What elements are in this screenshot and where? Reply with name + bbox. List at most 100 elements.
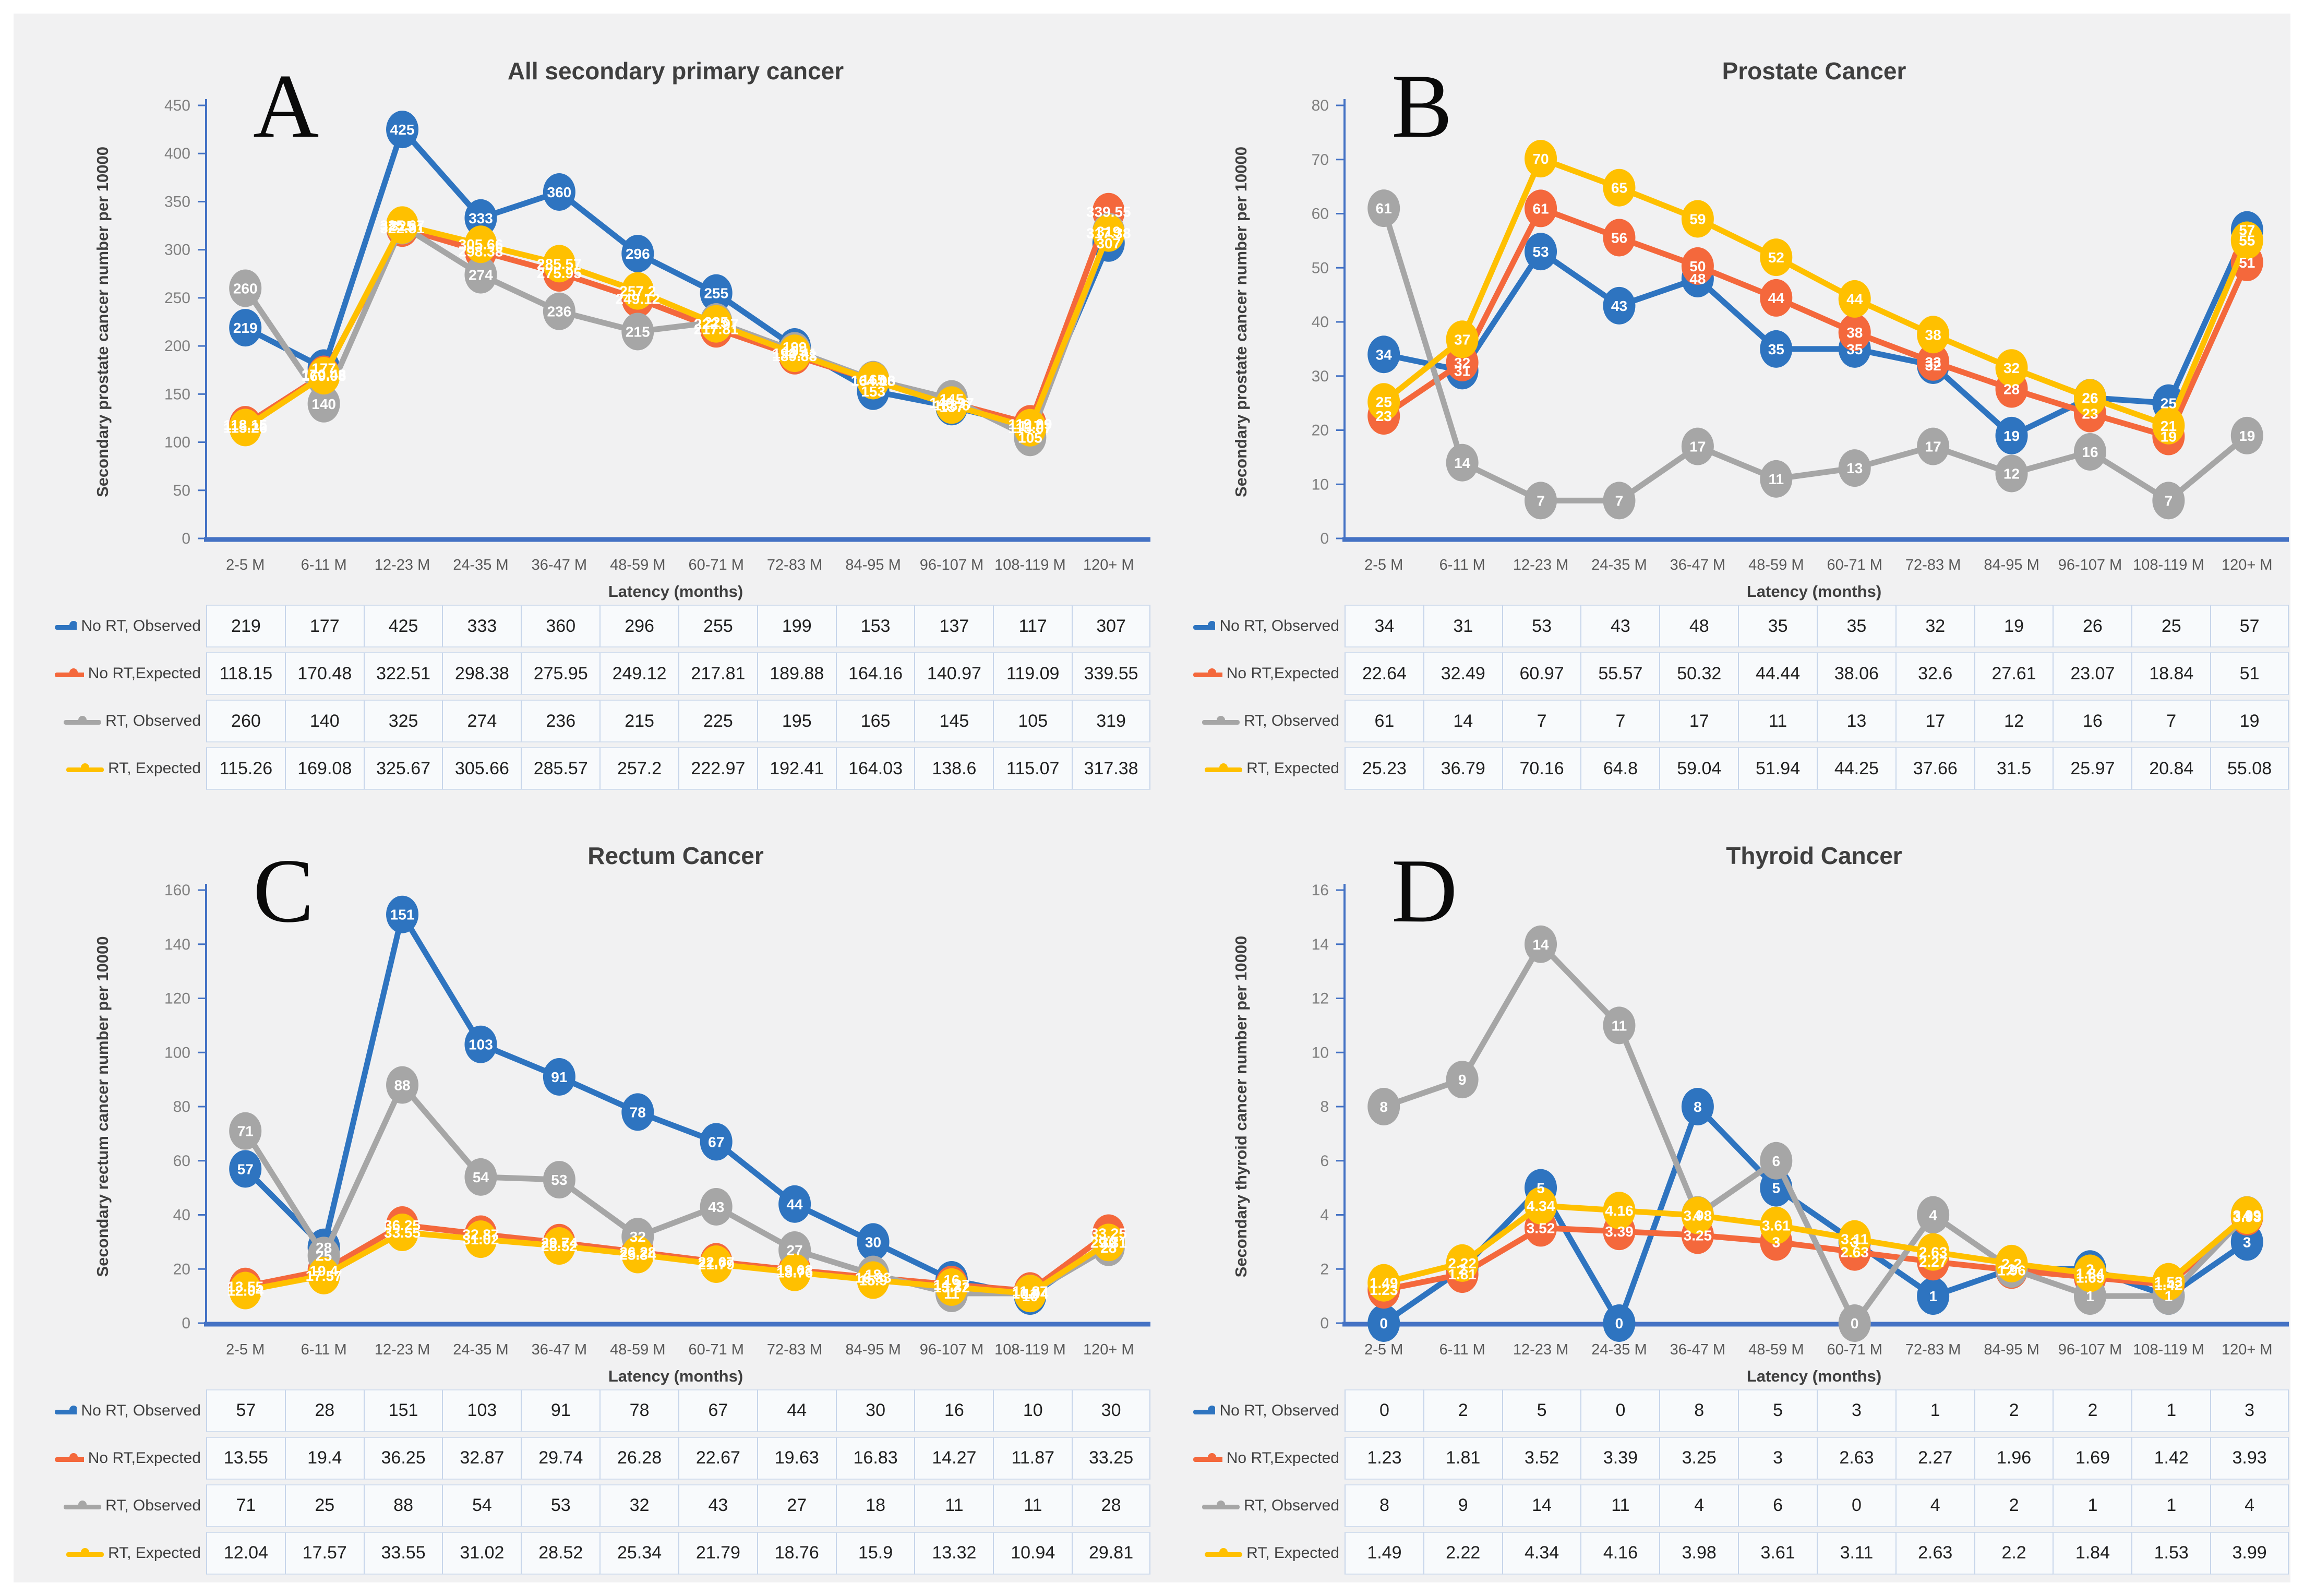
table-cell: 2.22 bbox=[1423, 1531, 1502, 1575]
y-tick-label: 30 bbox=[1312, 368, 1329, 385]
y-tick-label: 450 bbox=[164, 97, 190, 114]
data-point-label: 36.25 bbox=[384, 1217, 421, 1233]
data-point-label: 105 bbox=[1018, 429, 1042, 446]
table-cell: 164.16 bbox=[835, 652, 915, 695]
table-cell: 305.66 bbox=[442, 747, 521, 790]
data-point-marker bbox=[386, 111, 419, 149]
y-tick-label: 40 bbox=[1312, 314, 1329, 331]
data-point-label: 165 bbox=[861, 372, 885, 388]
data-point-label: 192.41 bbox=[772, 345, 817, 362]
table-row: RT, Observed 61 14 7 7 17 11 13 17 12 16 7 19 bbox=[1193, 700, 2289, 742]
table-cell: 33.55 bbox=[363, 1531, 442, 1575]
table-cell: 29.81 bbox=[1072, 1531, 1150, 1575]
data-point-label: 54 bbox=[473, 1169, 489, 1185]
table-cell: 3 bbox=[1816, 1389, 1895, 1432]
table-cell: 35 bbox=[1738, 605, 1817, 647]
series-labels: 23 32 61 56 50 44 38 33 28 23 19 51 bbox=[1376, 200, 2255, 445]
data-point-label: 59 bbox=[1689, 211, 1706, 227]
data-point-label: 18 bbox=[865, 1266, 881, 1282]
axes: 0 50 100 150 200 250 300 350 400 450 2-5 M 6-11 M 12… bbox=[164, 97, 1150, 573]
table-cell: 7 bbox=[1580, 700, 1660, 742]
data-point-label: 14.27 bbox=[933, 1276, 970, 1292]
data-point-marker bbox=[1014, 1274, 1047, 1312]
table-cell: 23.07 bbox=[2053, 652, 2132, 695]
table-cell: 215 bbox=[599, 700, 678, 742]
table-cell: 51.94 bbox=[1738, 747, 1817, 790]
legend-key: No RT, Observed bbox=[55, 1389, 206, 1432]
table-cell: 222.97 bbox=[678, 747, 757, 790]
data-point-label: 275.95 bbox=[537, 265, 582, 281]
x-category-label: 6-11 M bbox=[301, 557, 347, 573]
table-row: No RT, Observed 57 28 151 103 91 78 67 44 30 16 10 3… bbox=[55, 1389, 1150, 1432]
legend-key: RT, Expected bbox=[1193, 747, 1345, 790]
table-cell: 1.69 bbox=[2053, 1436, 2132, 1480]
data-point-label: 222.97 bbox=[694, 316, 739, 332]
table-cell: 2.27 bbox=[1895, 1436, 1974, 1480]
data-point-label: 35 bbox=[1846, 341, 1863, 357]
table-row: RT, Expected 115.26 169.08 325.67 305.66 285.… bbox=[55, 747, 1150, 790]
table-row: RT, Observed 71 25 88 54 53 32 43 27 18 11 11 28 bbox=[55, 1484, 1150, 1527]
table-cell: 16 bbox=[2053, 700, 2132, 742]
data-point-marker bbox=[2230, 221, 2263, 259]
y-axis-label: Secondary thyroid cancer number per 1000… bbox=[1232, 935, 1250, 1277]
data-point-label: 3 bbox=[1851, 1234, 1859, 1250]
table-cell: 151 bbox=[363, 1389, 442, 1432]
data-point-label: 19 bbox=[2003, 428, 2020, 444]
data-point-marker bbox=[543, 1058, 575, 1096]
data-point-marker bbox=[1760, 1206, 1793, 1244]
data-point-label: 43 bbox=[1611, 298, 1627, 314]
table-cell: 219 bbox=[206, 605, 285, 647]
data-point-label: 2.63 bbox=[1919, 1244, 1948, 1260]
table-cell: 10.94 bbox=[993, 1531, 1072, 1575]
legend-key: No RT,Expected bbox=[55, 652, 206, 695]
x-axis-label: Latency (months) bbox=[608, 1367, 743, 1385]
data-point-marker bbox=[229, 1271, 262, 1310]
table-cell: 225 bbox=[678, 700, 757, 742]
table-cell: 28 bbox=[1072, 1484, 1150, 1527]
data-point-marker bbox=[700, 274, 733, 312]
table-cell: 30 bbox=[1072, 1389, 1150, 1432]
data-point-label: 296 bbox=[626, 246, 650, 262]
y-tick-label: 80 bbox=[173, 1098, 190, 1115]
table-cell: 31.5 bbox=[1974, 747, 2053, 790]
data-point-label: 28 bbox=[2003, 381, 2020, 398]
x-category-label: 2-5 M bbox=[226, 1341, 265, 1358]
data-point-marker bbox=[229, 309, 262, 347]
y-tick-label: 200 bbox=[164, 338, 190, 355]
data-point-label: 425 bbox=[390, 122, 415, 138]
data-point-label: 249.12 bbox=[615, 291, 660, 307]
x-category-label: 6-11 M bbox=[301, 1341, 347, 1358]
table-cell: 25 bbox=[2131, 605, 2211, 647]
table-row: No RT,Expected 118.15 170.48 322.51 298.38 27… bbox=[55, 652, 1150, 695]
data-point-marker bbox=[229, 409, 262, 447]
data-point-label: 4.34 bbox=[1527, 1197, 1555, 1214]
data-point-label: 3 bbox=[1772, 1234, 1781, 1250]
table-row: RT, Observed 260 140 325 274 236 215 225 195 165 1… bbox=[55, 700, 1150, 742]
data-point-marker bbox=[1367, 1087, 1400, 1125]
line-chart-thyroid: D Thyroid Cancer Secondary thyroid cance… bbox=[1232, 840, 2289, 1385]
table-cell: 195 bbox=[757, 700, 836, 742]
data-point-label: 23 bbox=[1376, 408, 1392, 424]
x-axis-label: Latency (months) bbox=[1747, 1367, 1881, 1385]
data-point-label: 31.02 bbox=[462, 1231, 499, 1247]
data-point-marker bbox=[1681, 247, 1714, 285]
table-cell: 425 bbox=[363, 605, 442, 647]
data-point-marker bbox=[700, 1187, 733, 1226]
table-cell: 3.39 bbox=[1580, 1436, 1660, 1480]
table-cell: 1.49 bbox=[1345, 1531, 1423, 1575]
y-tick-label: 40 bbox=[173, 1206, 190, 1223]
data-point-label: 18.76 bbox=[776, 1264, 813, 1280]
data-point-marker bbox=[700, 1122, 733, 1160]
y-tick-label: 80 bbox=[1312, 97, 1329, 114]
x-category-label: 108-119 M bbox=[994, 1341, 1066, 1358]
table-cell: 249.12 bbox=[599, 652, 678, 695]
data-point-marker bbox=[543, 1160, 575, 1198]
y-tick-label: 14 bbox=[1312, 935, 1329, 953]
y-tick-label: 0 bbox=[1320, 1315, 1329, 1332]
table-cell: 34 bbox=[1345, 605, 1423, 647]
x-category-label: 96-107 M bbox=[920, 557, 984, 573]
data-point-label: 26 bbox=[2082, 390, 2098, 406]
table-cell: 26.28 bbox=[599, 1436, 678, 1480]
series-line bbox=[1382, 1103, 2249, 1326]
data-point-label: 137 bbox=[940, 399, 964, 415]
